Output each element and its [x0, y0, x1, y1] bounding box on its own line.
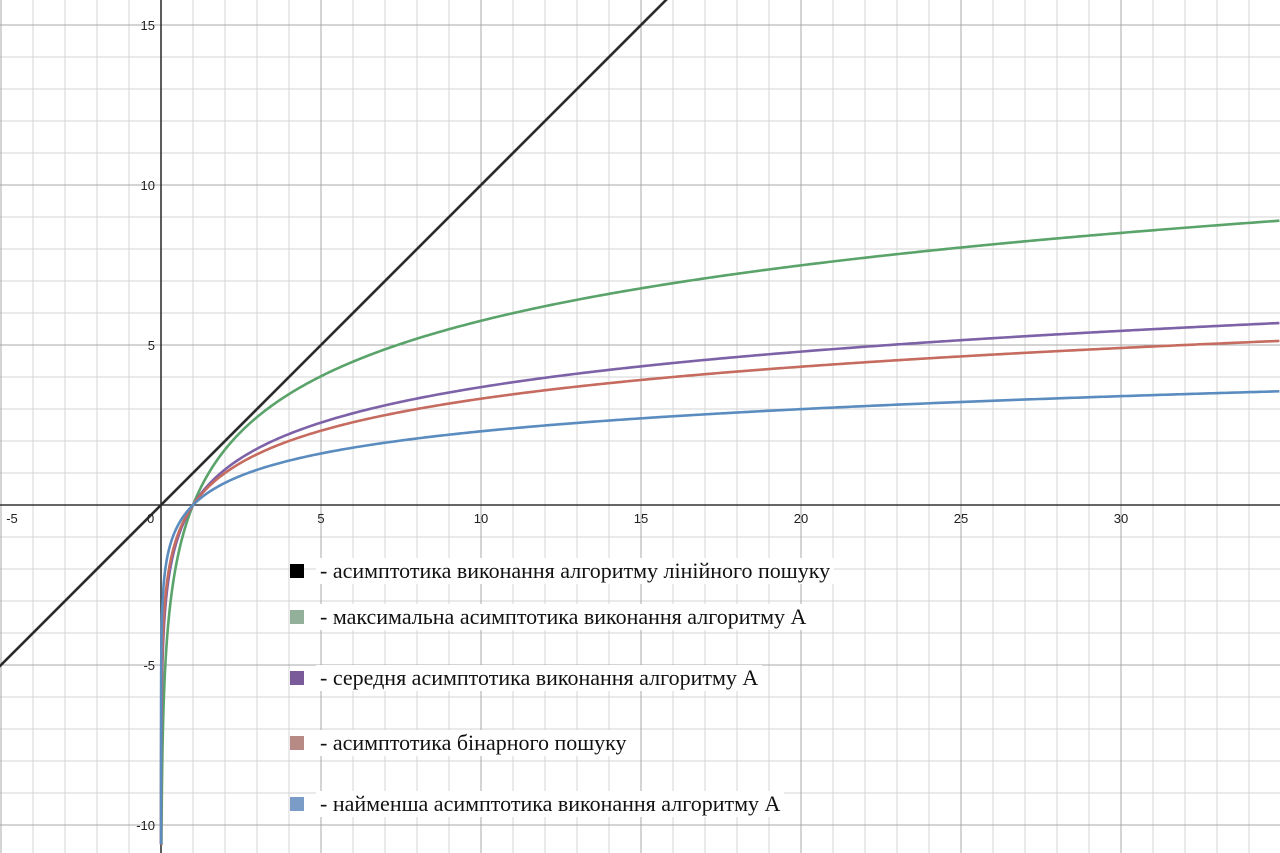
- tick-labels: -5 0 5 10 15 20 25 30 -10 -5 5 10 15: [6, 18, 1128, 833]
- x-tick-label: 5: [317, 511, 324, 526]
- x-tick-label: 10: [474, 511, 488, 526]
- x-tick-label: -5: [6, 511, 18, 526]
- legend-label-linear: - асимптотика виконання алгоритму лінійн…: [316, 558, 835, 584]
- legend-swatch-linear: [290, 564, 304, 578]
- legend: - асимптотика виконання алгоритму лінійн…: [280, 548, 1000, 848]
- legend-item-binary: - асимптотика бінарного пошуку: [280, 728, 631, 758]
- legend-swatch-max: [290, 610, 304, 624]
- x-tick-label: 25: [954, 511, 968, 526]
- legend-swatch-avg: [290, 671, 304, 685]
- legend-item-min: - найменша асимптотика виконання алгорит…: [280, 789, 785, 819]
- x-tick-label: 15: [634, 511, 648, 526]
- legend-label-min: - найменша асимптотика виконання алгорит…: [316, 791, 785, 817]
- legend-item-max: - максимальна асимптотика виконання алго…: [280, 602, 811, 632]
- legend-swatch-min: [290, 797, 304, 811]
- y-tick-label: -5: [143, 658, 155, 673]
- series-line-min: [159, 389, 1280, 846]
- x-tick-label: 30: [1114, 511, 1128, 526]
- y-tick-label: -10: [136, 818, 155, 833]
- legend-item-avg: - середня асимптотика виконання алгоритм…: [280, 663, 763, 693]
- y-tick-label: 5: [148, 338, 155, 353]
- legend-label-binary: - асимптотика бінарного пошуку: [316, 730, 631, 756]
- legend-swatch-binary: [290, 736, 304, 750]
- series-line-linear: [0, 0, 668, 668]
- y-tick-label: 15: [141, 18, 155, 33]
- x-tick-label: 0: [147, 511, 154, 526]
- series-line-max: [159, 219, 1280, 846]
- x-tick-label: 20: [794, 511, 808, 526]
- legend-label-avg: - середня асимптотика виконання алгоритм…: [316, 665, 763, 691]
- y-tick-label: 10: [141, 178, 155, 193]
- legend-label-max: - максимальна асимптотика виконання алго…: [316, 604, 811, 630]
- legend-item-linear: - асимптотика виконання алгоритму лінійн…: [280, 556, 835, 586]
